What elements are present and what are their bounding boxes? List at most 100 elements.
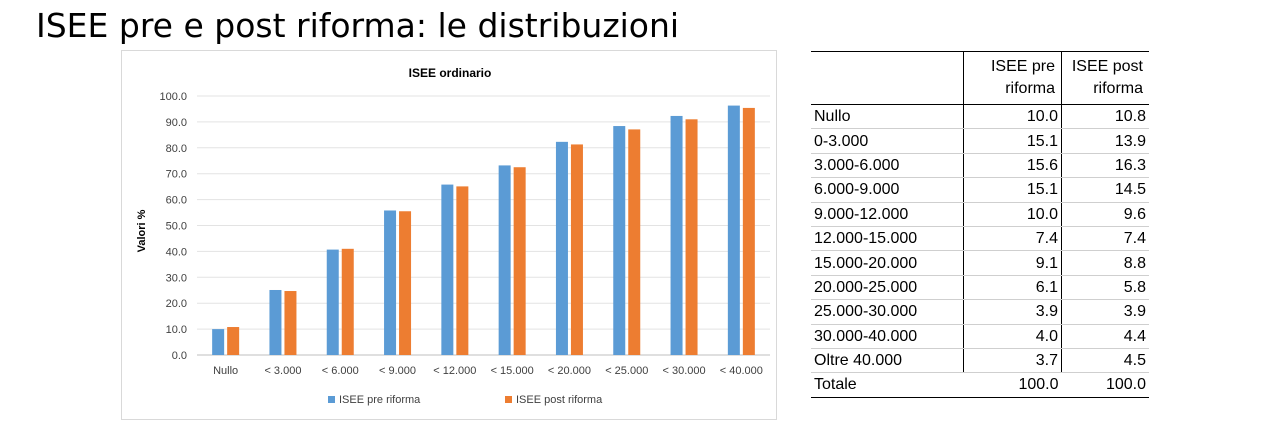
bar-post-riforma xyxy=(742,107,755,355)
tick-labels: 0.0 10.0 20.0 30.0 40.0 50.0 60.0 70.0 80.0 90.0 1… xyxy=(159,91,762,377)
table-row: 3.000-6.000 15.6 16.3 xyxy=(811,153,1149,179)
table-total-row: Totale 100.0 100.0 xyxy=(811,372,1149,398)
data-table-container: ISEE pre riforma ISEE post riforma Nullo 10… xyxy=(811,51,1149,398)
table-cell: 7.4 xyxy=(963,226,1062,252)
bar-pre-riforma xyxy=(384,210,397,355)
bars xyxy=(212,105,755,356)
table-cell: 6.000-9.000 xyxy=(811,177,964,203)
table-cell: 3.7 xyxy=(963,348,1062,374)
y-tick-label: 60.0 xyxy=(166,195,187,207)
x-tick-label: < 20.000 xyxy=(548,365,591,377)
table-row: Oltre 40.000 3.7 4.5 xyxy=(811,348,1149,374)
bar-pre-riforma xyxy=(498,165,511,355)
table-cell: 9.1 xyxy=(963,250,1062,276)
y-tick-label: 20.0 xyxy=(166,298,187,310)
table-cell: 8.8 xyxy=(1061,250,1149,276)
bar-post-riforma xyxy=(456,186,469,355)
table-cell: 10.0 xyxy=(963,202,1062,227)
table-cell: 9.6 xyxy=(1061,202,1149,227)
table-cell: 12.000-15.000 xyxy=(811,226,964,252)
table-cell: 0-3.000 xyxy=(811,128,964,154)
table-cell: 4.4 xyxy=(1061,324,1149,349)
table-row: 9.000-12.000 10.0 9.6 xyxy=(811,202,1149,227)
table-cell: 7.4 xyxy=(1061,226,1149,252)
chart-title: ISEE ordinario xyxy=(409,66,492,80)
table-cell: 3.9 xyxy=(963,299,1062,325)
x-tick-label: < 3.000 xyxy=(264,365,301,377)
bar-pre-riforma xyxy=(212,329,225,355)
bar-post-riforma xyxy=(399,211,412,355)
bar-pre-riforma xyxy=(441,184,454,355)
bar-post-riforma xyxy=(227,327,240,355)
table-cell: 15.6 xyxy=(963,153,1062,179)
table-cell: Nullo xyxy=(811,104,964,130)
x-tick-label: < 6.000 xyxy=(322,365,359,377)
table-cell: 30.000-40.000 xyxy=(811,324,964,349)
table-cell: 6.1 xyxy=(963,275,1062,301)
table-cell: 15.000-20.000 xyxy=(811,250,964,276)
x-tick-label: < 40.000 xyxy=(720,365,763,377)
y-tick-label: 10.0 xyxy=(166,324,187,336)
table-total-cell: Totale xyxy=(811,372,964,398)
x-tick-label: Nullo xyxy=(213,365,238,377)
bar-post-riforma xyxy=(341,248,354,355)
y-tick-label: 40.0 xyxy=(166,246,187,258)
y-tick-label: 80.0 xyxy=(166,143,187,155)
table-total-cell: 100.0 xyxy=(1061,372,1149,398)
table-row: Nullo 10.0 10.8 xyxy=(811,104,1149,130)
bar-pre-riforma xyxy=(727,105,740,355)
gridlines xyxy=(197,95,770,356)
legend-label: ISEE pre riforma xyxy=(339,394,421,406)
table-total-cell: 100.0 xyxy=(963,372,1062,398)
y-tick-label: 30.0 xyxy=(166,272,187,284)
table-row: 25.000-30.000 3.9 3.9 xyxy=(811,299,1149,325)
table-cell: 15.1 xyxy=(963,177,1062,203)
table-row: 12.000-15.000 7.4 7.4 xyxy=(811,226,1149,252)
y-tick-label: 70.0 xyxy=(166,169,187,181)
table-cell: 3.9 xyxy=(1061,299,1149,325)
bar-chart: ISEE ordinario Valori % 0.0 10.0 20.0 30.0 4… xyxy=(136,66,770,406)
table-row: 6.000-9.000 15.1 14.5 xyxy=(811,177,1149,203)
bar-post-riforma xyxy=(628,129,641,355)
table-row: 30.000-40.000 4.0 4.4 xyxy=(811,324,1149,349)
bar-pre-riforma xyxy=(670,115,683,356)
table-cell: 14.5 xyxy=(1061,177,1149,203)
x-tick-label: < 9.000 xyxy=(379,365,416,377)
table-cell: 5.8 xyxy=(1061,275,1149,301)
x-tick-label: < 25.000 xyxy=(605,365,648,377)
table-cell: 13.9 xyxy=(1061,128,1149,154)
x-tick-label: < 30.000 xyxy=(662,365,705,377)
table-row: 0-3.000 15.1 13.9 xyxy=(811,128,1149,154)
table-cell: 9.000-12.000 xyxy=(811,202,964,227)
table-header-cell xyxy=(811,51,964,105)
bar-post-riforma xyxy=(685,119,698,355)
x-tick-label: < 15.000 xyxy=(491,365,534,377)
bar-post-riforma xyxy=(513,167,526,355)
y-axis-label: Valori % xyxy=(136,209,148,252)
table-row: 20.000-25.000 6.1 5.8 xyxy=(811,275,1149,301)
table-cell: 16.3 xyxy=(1061,153,1149,179)
table-cell: 25.000-30.000 xyxy=(811,299,964,325)
table-row: 15.000-20.000 9.1 8.8 xyxy=(811,250,1149,276)
x-tick-label: < 12.000 xyxy=(433,365,476,377)
bar-pre-riforma xyxy=(326,249,339,355)
table-cell: 10.8 xyxy=(1061,104,1149,130)
table-cell: 4.0 xyxy=(963,324,1062,349)
table-cell: 20.000-25.000 xyxy=(811,275,964,301)
bar-pre-riforma xyxy=(269,289,282,355)
y-tick-label: 50.0 xyxy=(166,221,187,233)
table-header-row: ISEE pre riforma ISEE post riforma xyxy=(811,51,1149,105)
table-cell: Oltre 40.000 xyxy=(811,348,964,374)
table-cell: 15.1 xyxy=(963,128,1062,154)
table-header-cell: ISEE pre riforma xyxy=(963,51,1062,105)
bar-post-riforma xyxy=(284,291,297,355)
bar-post-riforma xyxy=(570,144,583,355)
table-cell: 10.0 xyxy=(963,104,1062,130)
legend-swatch xyxy=(505,396,512,403)
legend-swatch xyxy=(328,396,335,403)
data-table: ISEE pre riforma ISEE post riforma Nullo 10… xyxy=(811,51,1149,398)
table-cell: 4.5 xyxy=(1061,348,1149,374)
legend: ISEE pre riforma ISEE post riforma xyxy=(328,394,603,406)
y-tick-label: 90.0 xyxy=(166,117,187,129)
legend-label: ISEE post riforma xyxy=(516,394,603,406)
